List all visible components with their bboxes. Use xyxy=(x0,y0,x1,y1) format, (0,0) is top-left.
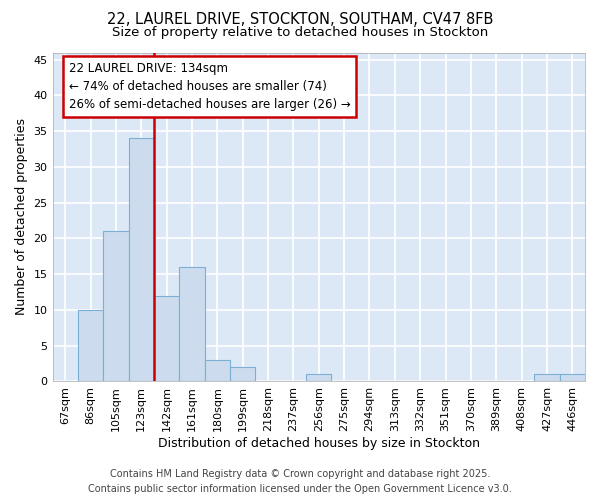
Y-axis label: Number of detached properties: Number of detached properties xyxy=(15,118,28,316)
Bar xyxy=(560,374,585,382)
Text: 22, LAUREL DRIVE, STOCKTON, SOUTHAM, CV47 8FB: 22, LAUREL DRIVE, STOCKTON, SOUTHAM, CV4… xyxy=(107,12,493,28)
Text: Contains HM Land Registry data © Crown copyright and database right 2025.
Contai: Contains HM Land Registry data © Crown c… xyxy=(88,469,512,494)
Bar xyxy=(128,138,154,382)
Bar xyxy=(78,310,103,382)
Bar xyxy=(179,267,205,382)
Bar xyxy=(230,367,256,382)
X-axis label: Distribution of detached houses by size in Stockton: Distribution of detached houses by size … xyxy=(158,437,480,450)
Bar xyxy=(205,360,230,382)
Bar xyxy=(154,296,179,382)
Bar xyxy=(103,232,128,382)
Text: 22 LAUREL DRIVE: 134sqm
← 74% of detached houses are smaller (74)
26% of semi-de: 22 LAUREL DRIVE: 134sqm ← 74% of detache… xyxy=(68,62,350,112)
Text: Size of property relative to detached houses in Stockton: Size of property relative to detached ho… xyxy=(112,26,488,39)
Bar xyxy=(534,374,560,382)
Bar xyxy=(306,374,331,382)
